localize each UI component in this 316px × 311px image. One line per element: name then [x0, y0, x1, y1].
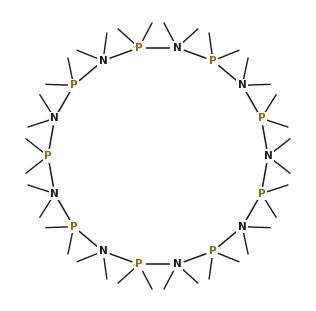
Text: N: N [238, 222, 247, 232]
Text: N: N [173, 259, 181, 269]
Text: P: P [44, 151, 52, 161]
Text: N: N [50, 189, 59, 199]
Text: N: N [238, 80, 247, 90]
Text: P: P [70, 80, 77, 90]
Text: P: P [258, 114, 265, 123]
Text: N: N [264, 151, 272, 161]
Text: N: N [99, 56, 107, 66]
Text: P: P [135, 43, 143, 53]
Text: P: P [209, 56, 217, 66]
Text: P: P [258, 189, 265, 199]
Text: N: N [99, 246, 107, 256]
Text: P: P [135, 259, 143, 269]
Text: N: N [50, 114, 59, 123]
Text: P: P [209, 246, 217, 256]
Text: P: P [70, 222, 77, 232]
Text: N: N [173, 43, 181, 53]
